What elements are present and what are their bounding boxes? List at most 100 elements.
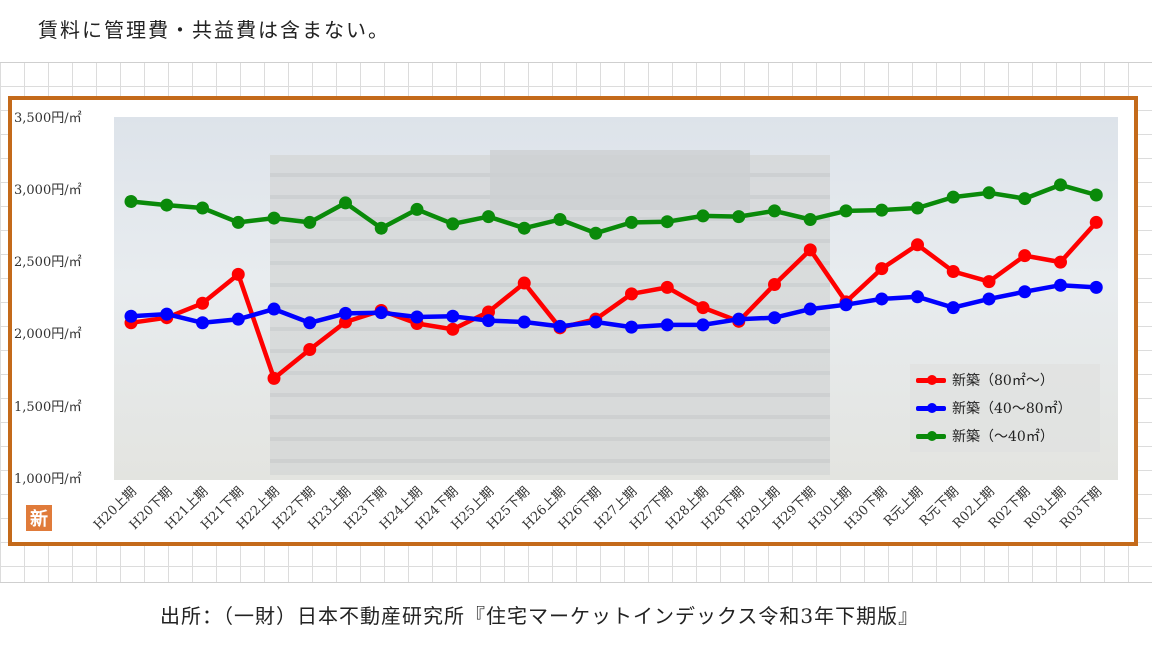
data-point	[589, 226, 603, 240]
data-point	[768, 278, 781, 292]
data-point	[982, 186, 996, 200]
data-point	[911, 238, 924, 252]
data-point	[803, 302, 817, 316]
legend-swatch-green	[916, 430, 946, 441]
data-point	[303, 316, 317, 330]
data-point	[803, 213, 817, 227]
data-point	[946, 190, 960, 204]
data-point	[875, 203, 889, 217]
divider-line	[0, 582, 1152, 583]
data-point	[267, 371, 281, 385]
data-point	[982, 275, 996, 289]
legend-label: 新築（40～80㎡）	[952, 401, 1072, 417]
data-point	[1054, 178, 1067, 192]
data-point	[231, 267, 245, 281]
data-point	[124, 194, 138, 208]
data-point	[911, 290, 924, 304]
legend-swatch-red	[916, 374, 946, 385]
data-point	[625, 320, 638, 334]
data-point	[517, 221, 531, 235]
data-point	[339, 306, 352, 320]
data-point	[517, 276, 531, 290]
new-badge: 新	[26, 505, 52, 531]
building-photo-top	[490, 150, 750, 210]
data-point	[696, 318, 710, 332]
series-line-1	[130, 282, 1097, 330]
data-point	[124, 309, 138, 323]
data-point	[875, 292, 889, 306]
data-point	[768, 204, 781, 218]
legend-item-40-80: 新築（40～80㎡）	[916, 396, 1072, 420]
data-point	[553, 319, 567, 333]
data-point	[339, 196, 352, 210]
data-point	[875, 262, 889, 276]
top-note: 賃料に管理費・共益費は含まない。	[38, 18, 390, 42]
data-point	[196, 201, 209, 215]
data-point	[410, 202, 424, 216]
data-point	[803, 243, 817, 257]
data-point	[625, 215, 638, 229]
legend-label: 新築（～40㎡）	[952, 429, 1054, 445]
data-point	[1089, 188, 1103, 202]
data-point	[231, 312, 245, 326]
data-point	[482, 314, 495, 328]
data-point	[660, 215, 674, 229]
data-point	[267, 211, 281, 225]
data-point	[410, 310, 424, 324]
data-point	[660, 318, 674, 332]
y-tick-label: 1,000円/㎡	[14, 472, 82, 487]
data-point	[1089, 280, 1103, 294]
data-point	[625, 287, 638, 301]
data-point	[160, 198, 174, 212]
data-point	[1018, 192, 1032, 206]
data-point	[374, 221, 388, 235]
data-point	[303, 342, 317, 356]
data-point	[196, 296, 209, 310]
divider-line	[0, 62, 1152, 63]
data-point	[1089, 215, 1103, 229]
data-point	[1018, 285, 1032, 299]
data-point	[517, 315, 531, 329]
data-point	[732, 210, 746, 224]
data-point	[946, 265, 960, 279]
data-point	[946, 301, 960, 315]
legend-item-80plus: 新築（80㎡～）	[916, 368, 1054, 392]
y-tick-label: 3,500円/㎡	[14, 111, 82, 126]
y-tick-label: 3,000円/㎡	[14, 183, 82, 198]
legend-item-under40: 新築（～40㎡）	[916, 424, 1054, 448]
series-line-2	[130, 182, 1097, 236]
data-point	[160, 307, 174, 321]
y-tick-label: 2,000円/㎡	[14, 327, 82, 342]
data-point	[482, 210, 495, 224]
legend: 新築（80㎡～） 新築（40～80㎡） 新築（～40㎡）	[910, 364, 1100, 452]
series-line-0	[130, 220, 1098, 381]
data-point	[196, 316, 209, 330]
data-point	[1054, 278, 1067, 292]
data-point	[374, 306, 388, 320]
data-point	[446, 309, 460, 323]
data-point	[589, 315, 603, 329]
data-point	[911, 201, 924, 215]
data-point	[696, 301, 710, 315]
source-citation: 出所：（一財）日本不動産研究所『住宅マーケットインデックス令和3年下期版』	[160, 604, 920, 628]
data-point	[267, 302, 281, 316]
data-point	[303, 215, 317, 229]
data-point	[839, 298, 853, 312]
data-point	[553, 213, 567, 227]
data-point	[1054, 255, 1067, 269]
data-point	[660, 280, 674, 294]
data-point	[231, 215, 245, 229]
y-tick-label: 2,500円/㎡	[14, 255, 82, 270]
data-point	[1018, 249, 1032, 263]
y-tick-label: 1,500円/㎡	[14, 400, 82, 415]
legend-label: 新築（80㎡～）	[952, 373, 1054, 389]
data-point	[768, 311, 781, 325]
legend-swatch-blue	[916, 402, 946, 413]
data-point	[446, 217, 460, 231]
data-point	[839, 204, 853, 218]
data-point	[446, 322, 460, 336]
data-point	[732, 312, 746, 326]
data-point	[982, 292, 996, 306]
data-point	[696, 209, 710, 223]
